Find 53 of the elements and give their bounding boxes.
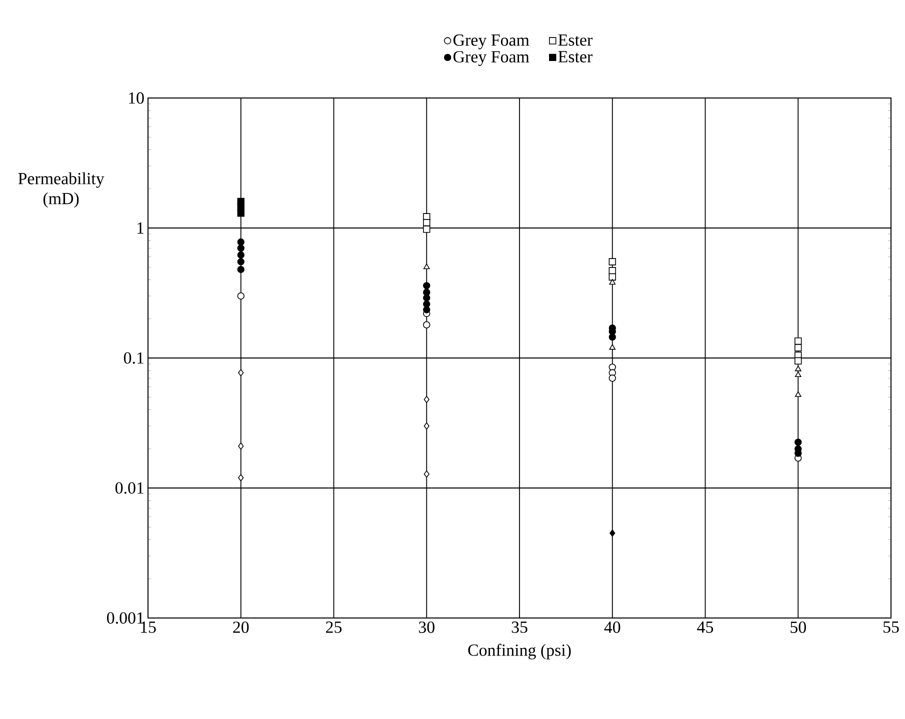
- x-tick-label: 55: [884, 622, 899, 633]
- point: [423, 226, 430, 233]
- point: [238, 474, 244, 482]
- legend-label: Grey Foam: [453, 34, 530, 50]
- y-tick-label: 1: [137, 222, 144, 234]
- legend-label: Grey Foam: [453, 51, 530, 66]
- point: [237, 258, 244, 266]
- point: [237, 210, 244, 217]
- point: [608, 273, 616, 281]
- point: [237, 292, 244, 300]
- point: [424, 422, 430, 430]
- point: [609, 344, 616, 350]
- point: [423, 282, 430, 290]
- point: [238, 369, 244, 376]
- point: [423, 306, 430, 314]
- y-tick-label: 10: [129, 92, 144, 104]
- point: [794, 366, 802, 372]
- x-tick-label: 20: [233, 622, 249, 633]
- point: [610, 529, 616, 537]
- x-tick-label: 50: [790, 622, 806, 633]
- point: [794, 391, 802, 397]
- point: [237, 266, 244, 274]
- point: [423, 300, 430, 308]
- y-axis-title: Permeability (mD): [18, 172, 104, 208]
- x-tick-label: 15: [141, 622, 156, 633]
- point: [608, 258, 616, 266]
- y-tick-label: 0.001: [107, 612, 144, 624]
- point: [609, 279, 616, 285]
- x-tick-label: 40: [604, 622, 620, 633]
- x-tick-label: 25: [326, 622, 342, 633]
- point: [608, 333, 616, 341]
- point: [237, 251, 244, 259]
- point: [794, 344, 802, 352]
- point: [794, 371, 802, 378]
- point: [238, 442, 244, 450]
- y-tick-label: 0.01: [115, 482, 144, 494]
- point: [794, 438, 802, 446]
- legend-label: Ester: [558, 34, 592, 46]
- point: [237, 244, 244, 252]
- point: [608, 374, 616, 382]
- legend-label: Ester: [558, 51, 592, 62]
- point: [423, 294, 430, 302]
- point: [424, 396, 430, 404]
- x-tick-label: 35: [512, 622, 528, 633]
- x-tick-label: 30: [418, 622, 434, 633]
- point: [423, 264, 430, 270]
- x-tick-label: 45: [697, 622, 714, 633]
- x-axis-title: Confining (psi): [468, 644, 571, 660]
- point: [794, 357, 802, 364]
- point: [237, 238, 244, 246]
- y-tick-label: 0.1: [124, 352, 144, 364]
- point: [423, 321, 430, 328]
- point: [424, 470, 430, 478]
